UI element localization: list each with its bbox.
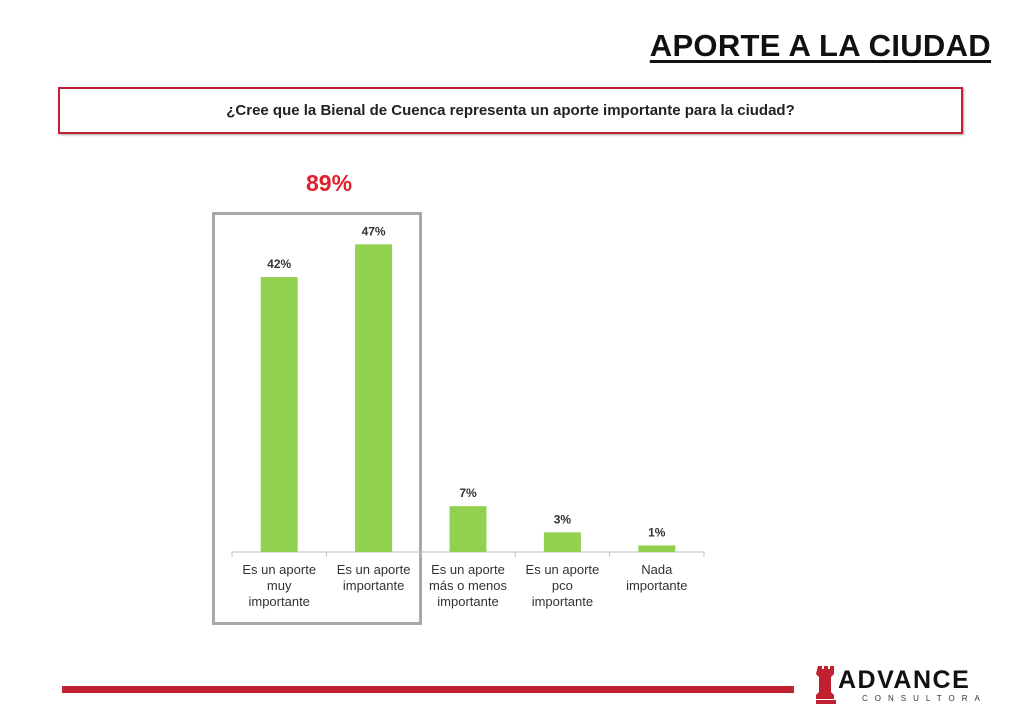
logo-name: ADVANCE bbox=[838, 666, 971, 694]
category-label-1: Es un aporte importante bbox=[337, 562, 411, 593]
category-label-3: Es un aporte pco importante bbox=[526, 562, 600, 609]
rook-icon bbox=[816, 666, 836, 704]
question-box: ¿Cree que la Bienal de Cuenca representa… bbox=[58, 87, 963, 134]
bar-3 bbox=[543, 532, 581, 552]
category-label-2: Es un aporte más o menos importante bbox=[429, 562, 508, 609]
bar-value-label-1: 47% bbox=[362, 224, 386, 238]
category-label-4: Nada importante bbox=[626, 562, 687, 593]
bar-value-label-4: 1% bbox=[648, 525, 666, 539]
bar-0 bbox=[260, 277, 298, 552]
bottom-accent-bar bbox=[62, 686, 794, 693]
question-text: ¿Cree que la Bienal de Cuenca representa… bbox=[226, 102, 795, 119]
bar-value-label-0: 42% bbox=[267, 257, 291, 271]
bar-value-label-2: 7% bbox=[459, 486, 477, 500]
page-title: APORTE A LA CIUDAD bbox=[649, 28, 991, 63]
highlight-total-label: 89% bbox=[306, 170, 353, 196]
highlight-frame bbox=[212, 212, 422, 625]
category-label-0: Es un aporte muy importante bbox=[242, 562, 316, 609]
bar-1 bbox=[355, 244, 393, 552]
logo-subtitle: CONSULTORA bbox=[862, 694, 987, 703]
bar-2 bbox=[449, 506, 487, 552]
bar-4 bbox=[638, 545, 676, 552]
advance-logo: ADVANCE CONSULTORA bbox=[814, 662, 1004, 708]
bar-value-label-3: 3% bbox=[554, 512, 572, 526]
